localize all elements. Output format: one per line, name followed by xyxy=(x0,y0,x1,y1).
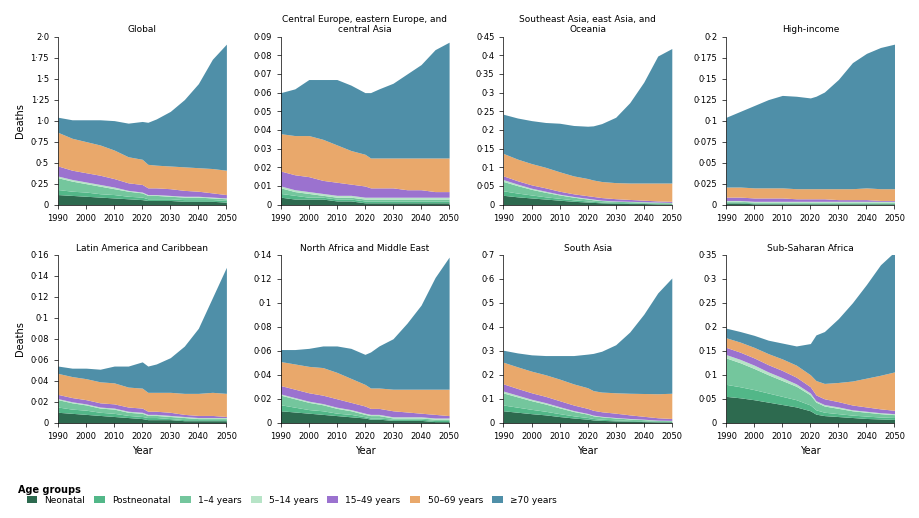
X-axis label: Year: Year xyxy=(800,447,820,456)
Title: Sub-Saharan Africa: Sub-Saharan Africa xyxy=(766,243,853,253)
Title: North Africa and Middle East: North Africa and Middle East xyxy=(300,243,429,253)
Title: Global: Global xyxy=(128,25,156,34)
X-axis label: Year: Year xyxy=(577,447,597,456)
Y-axis label: Deaths: Deaths xyxy=(15,103,25,138)
Title: Southeast Asia, east Asia, and
Oceania: Southeast Asia, east Asia, and Oceania xyxy=(518,15,655,34)
Title: South Asia: South Asia xyxy=(563,243,611,253)
Text: Age groups: Age groups xyxy=(18,484,81,495)
Legend: Neonatal, Postneonatal, 1–4 years, 5–14 years, 15–49 years, 50–69 years, ≥70 yea: Neonatal, Postneonatal, 1–4 years, 5–14 … xyxy=(23,492,560,508)
X-axis label: Year: Year xyxy=(131,447,153,456)
X-axis label: Year: Year xyxy=(354,447,375,456)
Title: Latin America and Caribbean: Latin America and Caribbean xyxy=(76,243,208,253)
Title: Central Europe, eastern Europe, and
central Asia: Central Europe, eastern Europe, and cent… xyxy=(282,15,447,34)
Title: High-income: High-income xyxy=(781,25,838,34)
Y-axis label: Deaths: Deaths xyxy=(15,321,25,356)
